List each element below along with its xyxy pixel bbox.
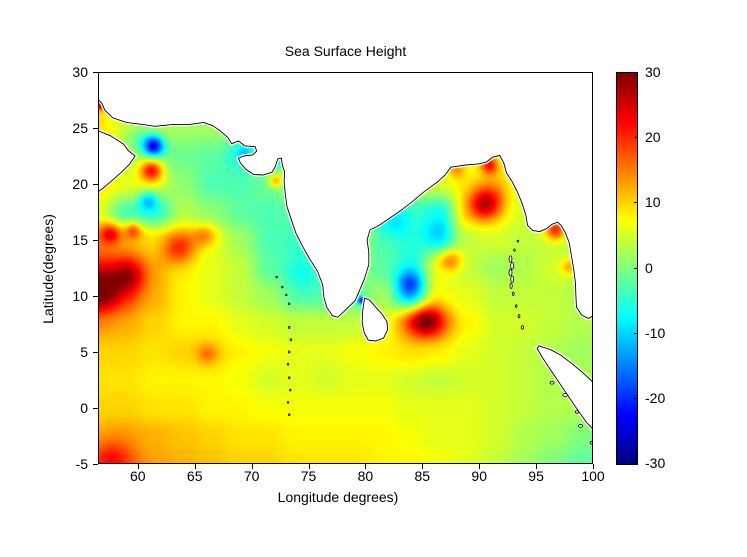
y-tick-mark	[93, 184, 98, 185]
y-tick-label: 15	[72, 232, 88, 248]
y-tick-label: 25	[72, 120, 88, 136]
x-tick-mark	[422, 464, 424, 469]
x-tick-label: 70	[243, 468, 260, 484]
small-island	[509, 282, 513, 289]
colorbar-tick-mark	[634, 332, 638, 334]
colorbar-tick-mark	[634, 463, 638, 464]
y-tick-mark	[93, 72, 98, 73]
y-tick-label: 30	[72, 64, 88, 80]
x-tick-mark	[365, 464, 367, 469]
x-tick-label: 60	[130, 468, 146, 484]
y-axis-label: Latitude(degrees)	[40, 214, 56, 324]
small-island	[287, 325, 291, 329]
small-island	[275, 275, 278, 279]
y-tick-mark	[93, 128, 98, 129]
small-island	[562, 393, 568, 398]
x-tick-mark	[137, 464, 139, 469]
y-tick-label: 20	[72, 176, 88, 192]
colorbar-tick-mark	[634, 397, 638, 399]
y-tick-label: 0	[80, 400, 88, 416]
colorbar-tick-label: 10	[645, 194, 661, 211]
x-tick-label: 75	[300, 468, 317, 484]
small-island	[286, 362, 290, 366]
small-island	[281, 285, 284, 289]
small-island	[286, 401, 290, 404]
x-tick-label: 65	[186, 468, 203, 484]
x-tick-mark	[194, 464, 196, 469]
colorbar-tick-label: 20	[645, 129, 661, 146]
y-tick-mark	[93, 296, 98, 297]
small-island	[574, 410, 580, 414]
x-tick-mark	[593, 464, 594, 469]
plot-title: Sea Surface Height	[284, 43, 407, 59]
y-tick-label: 10	[72, 288, 88, 304]
x-tick-mark	[308, 464, 310, 469]
small-island	[516, 239, 520, 243]
y-tick-mark	[93, 352, 98, 353]
x-tick-mark	[536, 464, 538, 469]
small-island	[517, 314, 521, 319]
sumatra-island-landmass	[536, 345, 593, 430]
x-tick-label: 85	[414, 468, 431, 484]
small-island	[289, 338, 293, 342]
y-tick-mark	[93, 240, 98, 241]
small-island	[511, 291, 515, 296]
sri-lanka-island-landmass	[361, 297, 389, 342]
colorbar	[616, 72, 638, 465]
x-tick-label: 100	[581, 468, 605, 484]
colorbar-tick-label: 0	[645, 259, 653, 276]
y-tick-label: 5	[80, 344, 88, 360]
small-island	[285, 293, 288, 297]
colorbar-tick-mark	[634, 72, 638, 73]
x-tick-label: 95	[528, 468, 544, 484]
colorbar-tick-mark	[634, 202, 638, 204]
small-island	[508, 268, 513, 277]
small-island	[287, 350, 291, 354]
small-island	[578, 423, 583, 428]
coastline-land-overlay	[98, 72, 593, 445]
small-island	[287, 376, 291, 380]
small-island	[513, 248, 516, 252]
small-island	[510, 262, 515, 270]
colorbar-tick-label: -20	[645, 389, 666, 406]
small-island	[515, 304, 518, 308]
asia-mainland-landmass	[98, 72, 593, 319]
y-tick-mark	[93, 408, 98, 409]
small-island	[508, 255, 513, 263]
colorbar-tick-mark	[634, 137, 638, 139]
small-island	[589, 441, 593, 445]
y-tick-label: -5	[75, 456, 88, 472]
small-island	[520, 325, 524, 330]
colorbar-tick-label: -10	[645, 324, 666, 341]
x-tick-label: 90	[471, 468, 487, 484]
y-tick-mark	[93, 464, 98, 465]
x-tick-mark	[479, 464, 481, 469]
x-tick-label: 80	[357, 468, 374, 484]
small-island	[289, 388, 292, 392]
small-island	[549, 381, 555, 385]
colorbar-tick-label: -30	[645, 455, 666, 471]
small-island	[510, 275, 515, 283]
colorbar-tick-label: 30	[645, 64, 661, 80]
colorbar-tick-mark	[634, 267, 638, 269]
x-axis-label: Longitude degrees)	[277, 489, 399, 505]
small-island	[287, 302, 291, 306]
oman-peninsula-landmass	[98, 130, 136, 193]
x-tick-mark	[251, 464, 253, 469]
small-island	[287, 413, 291, 417]
